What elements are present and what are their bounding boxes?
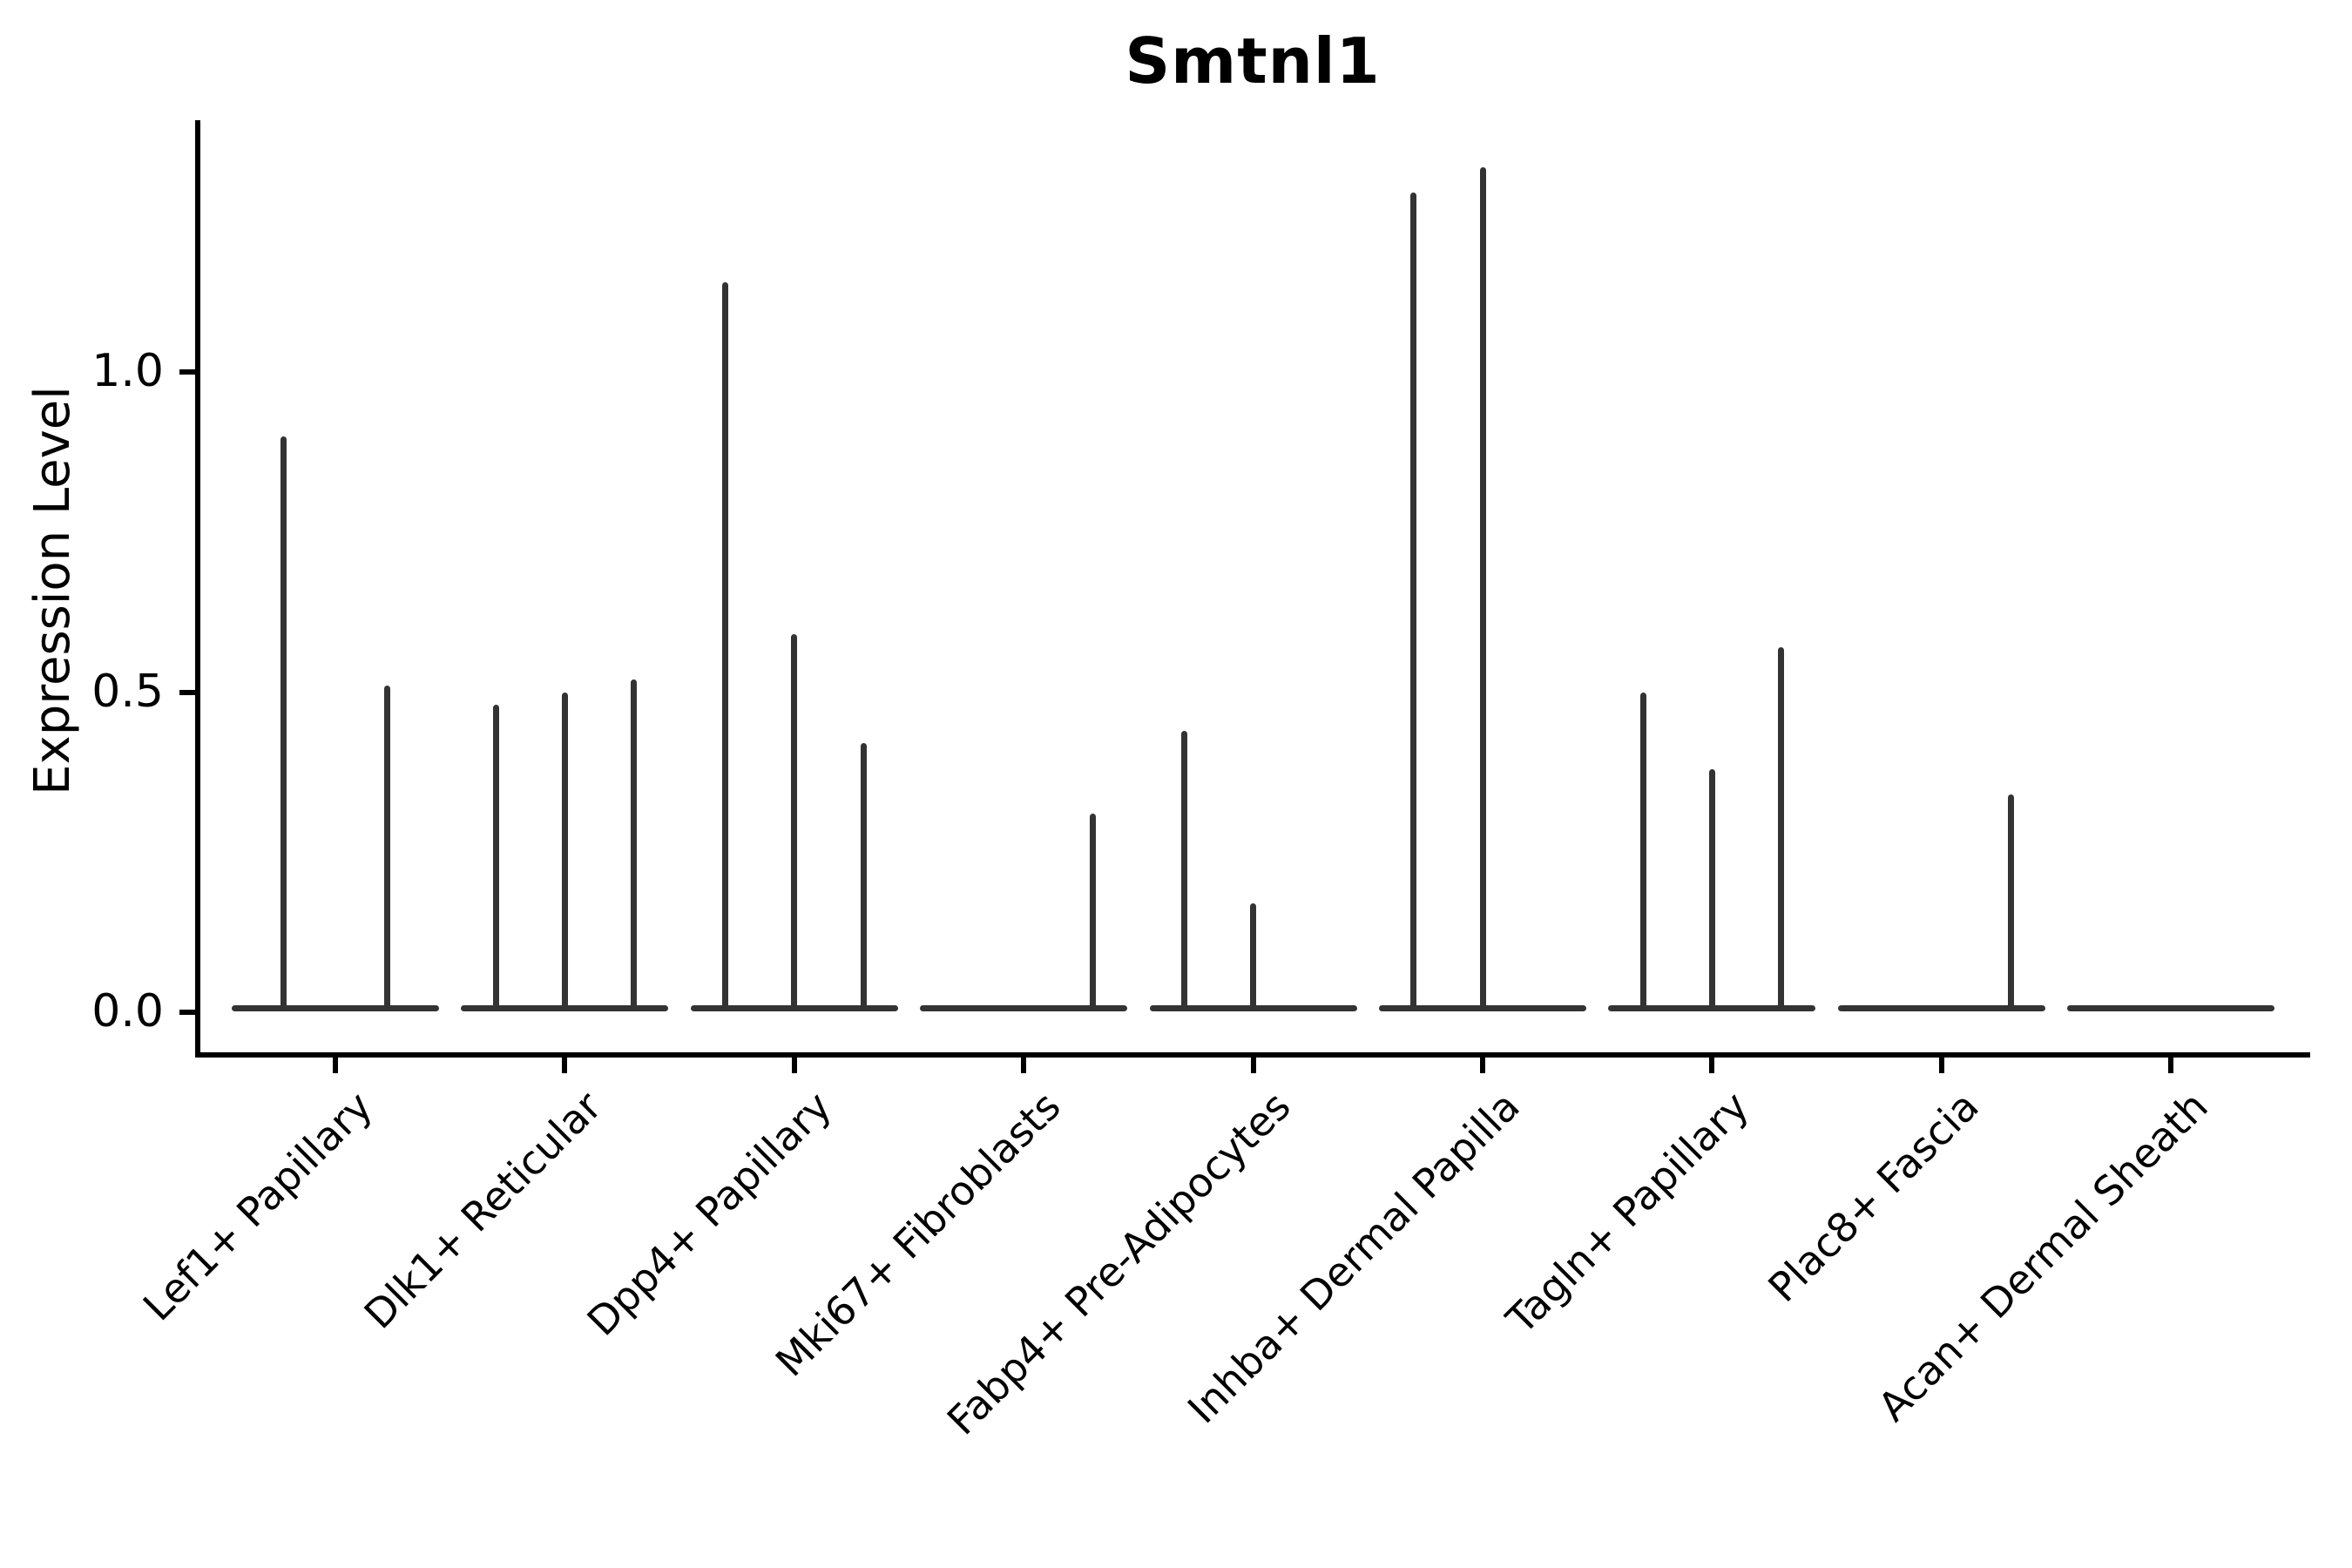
x-tick-label: Plac8+ Fascia — [1759, 1082, 1988, 1311]
x-tickmark — [562, 1058, 568, 1073]
violin-spike — [1090, 814, 1097, 1011]
violin-spike — [1778, 647, 1785, 1011]
y-tick-label: 0.5 — [91, 665, 164, 718]
x-tickmark — [1480, 1058, 1485, 1073]
x-tickmark — [1709, 1058, 1715, 1073]
x-tickmark — [1250, 1058, 1256, 1073]
x-tick-label: Mki67+ Fibroblasts — [767, 1082, 1070, 1386]
x-tickmark — [1021, 1058, 1027, 1073]
y-tick-label: 0.0 — [91, 985, 164, 1037]
violin-spike — [791, 634, 798, 1011]
violin-spike — [1250, 903, 1257, 1011]
x-tick-label: Inhba+ Dermal Papilla — [1178, 1082, 1529, 1433]
x-tick-label: Tagln+ Papillary — [1497, 1082, 1759, 1343]
violin-base — [920, 1005, 1128, 1011]
violin-spike — [384, 686, 390, 1011]
violin-spike — [721, 282, 728, 1011]
violin-base — [232, 1005, 439, 1011]
violin-spike — [631, 679, 638, 1011]
y-tickmark — [179, 1010, 195, 1015]
x-tickmark — [2168, 1058, 2174, 1073]
x-tick-label: Acan+ Dermal Sheath — [1869, 1082, 2217, 1430]
violin-spike — [561, 692, 568, 1011]
violin-spike — [1708, 768, 1715, 1011]
violin-spike — [1479, 166, 1486, 1011]
x-tick-label: Fabp4+ Pre-Adipocytes — [937, 1082, 1300, 1444]
violin-spike — [280, 436, 287, 1011]
violin-base — [2067, 1005, 2275, 1011]
x-axis-spine — [195, 1052, 2310, 1058]
y-tick-label: 1.0 — [91, 345, 164, 397]
x-tick-label: Dpp4+ Papillary — [578, 1082, 841, 1345]
chart-title: Smtnl1 — [1125, 24, 1381, 98]
violin-spike — [860, 743, 867, 1011]
x-tickmark — [791, 1058, 797, 1073]
violin-base — [1837, 1005, 2045, 1011]
violin-spike — [492, 705, 499, 1011]
x-tickmark — [1938, 1058, 1944, 1073]
y-axis-spine — [195, 120, 200, 1057]
y-tickmark — [179, 369, 195, 375]
y-axis-label: Expression Level — [24, 386, 81, 795]
violin-spike — [1180, 730, 1187, 1011]
violin-spike — [2007, 794, 2014, 1011]
x-tick-label: Dlk1+ Reticular — [355, 1082, 612, 1338]
violin-spike — [1639, 692, 1646, 1011]
y-tickmark — [179, 689, 195, 695]
x-tickmark — [333, 1058, 338, 1073]
violin-spike — [1410, 193, 1417, 1011]
